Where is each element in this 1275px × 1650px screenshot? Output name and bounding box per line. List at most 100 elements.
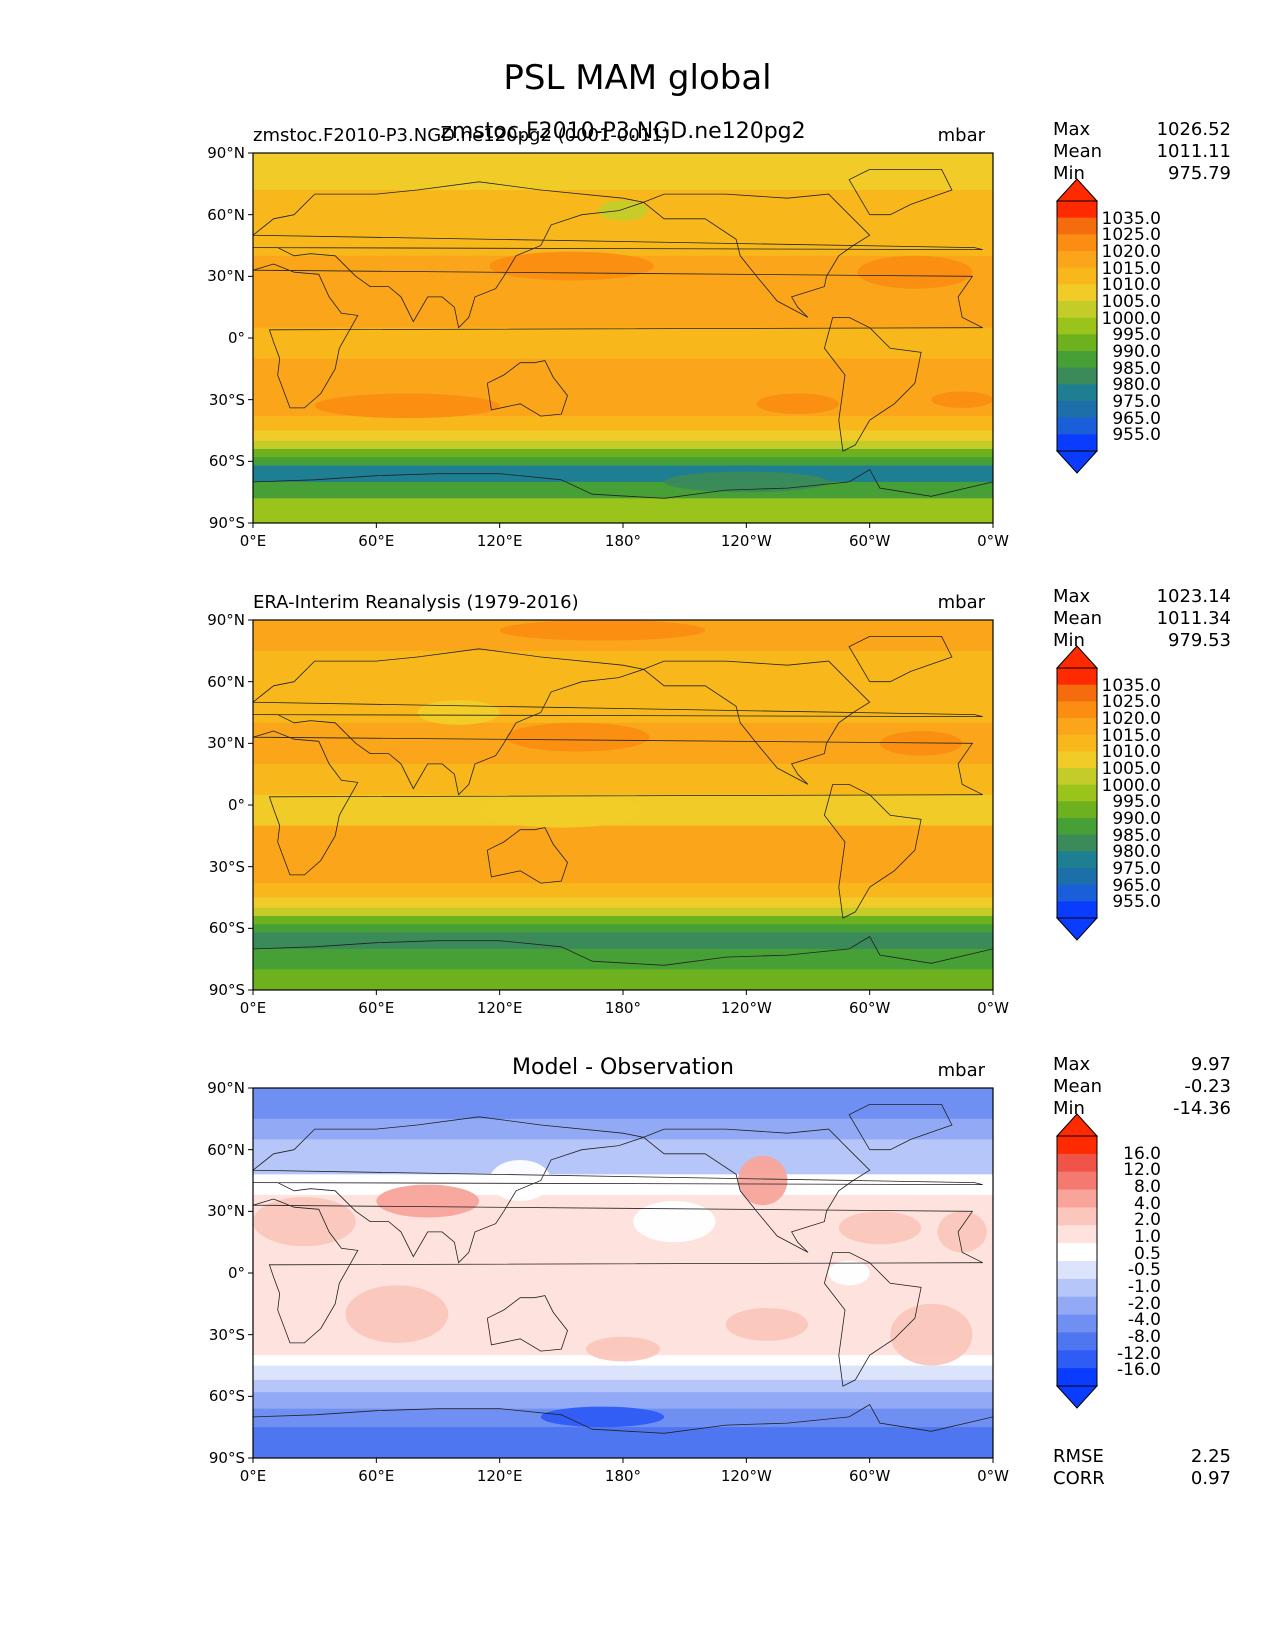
band-obs-8 bbox=[253, 883, 993, 898]
band-model-12 bbox=[253, 457, 993, 466]
colorbar-swatch-model-11 bbox=[1057, 384, 1097, 402]
coastline-diff-0 bbox=[253, 1198, 983, 1344]
colorbar-swatch-model-0 bbox=[1057, 201, 1097, 219]
colorbar-swatch-diff-0 bbox=[1057, 1136, 1097, 1155]
xtick-diff-1: 60°E bbox=[358, 1467, 395, 1485]
band-obs-9 bbox=[253, 897, 993, 909]
stat-value-mean-diff: -0.23 bbox=[1184, 1076, 1231, 1097]
blob-diff-10 bbox=[633, 1201, 716, 1243]
blob-diff-3 bbox=[838, 1211, 922, 1245]
xtick-diff-2: 120°E bbox=[476, 1467, 523, 1485]
colorbar-swatch-model-6 bbox=[1057, 301, 1097, 319]
figure-title: PSL MAM global bbox=[503, 58, 772, 98]
colorbar-label-obs-5: 1005.0 bbox=[1101, 759, 1161, 779]
colorbar-swatch-obs-6 bbox=[1057, 768, 1097, 786]
band-model-0 bbox=[253, 153, 993, 191]
xtick-obs-1: 60°E bbox=[358, 999, 395, 1017]
colorbar-swatch-obs-10 bbox=[1057, 834, 1097, 852]
coastline-diff-1 bbox=[253, 1116, 983, 1264]
colorbar-extend-top-diff bbox=[1055, 1113, 1099, 1137]
band-obs-6 bbox=[253, 825, 993, 851]
coastline-obs-0 bbox=[253, 730, 983, 876]
map-diff bbox=[248, 1087, 994, 1463]
band-diff-9 bbox=[253, 1392, 993, 1410]
coastline-obs-3 bbox=[823, 784, 922, 919]
units-diff: mbar bbox=[937, 1060, 985, 1081]
band-model-11 bbox=[253, 449, 993, 458]
blob-obs-2 bbox=[499, 620, 706, 641]
ytick-obs-1: 60°N bbox=[207, 672, 245, 691]
colorbar-label-obs-0: 1035.0 bbox=[1101, 675, 1161, 696]
colorbar-swatch-diff-9 bbox=[1057, 1296, 1097, 1315]
xtick-model-5: 60°W bbox=[848, 532, 891, 550]
band-diff-0 bbox=[253, 1088, 993, 1120]
colorbar-label-model-10: 980.0 bbox=[1112, 375, 1161, 396]
colorbar-swatch-diff-3 bbox=[1057, 1189, 1097, 1208]
xtick-diff-5: 60°W bbox=[848, 1467, 891, 1485]
colorbar-label-obs-13: 955.0 bbox=[1112, 892, 1161, 913]
colorbar-label-diff-11: -8.0 bbox=[1127, 1327, 1161, 1347]
stat-label-max-diff: Max bbox=[1053, 1054, 1091, 1075]
stat-value-corr: 0.97 bbox=[1190, 1468, 1231, 1489]
xtick-diff-0: 0°E bbox=[239, 1467, 267, 1485]
coastline-model-2 bbox=[643, 193, 871, 318]
coastline-model-1 bbox=[253, 181, 983, 329]
stat-label-mean-obs: Mean bbox=[1053, 608, 1103, 629]
colorbar-swatch-model-8 bbox=[1057, 334, 1097, 352]
colorbar-swatch-obs-0 bbox=[1057, 668, 1097, 686]
blob-diff-2 bbox=[738, 1155, 788, 1206]
coastline-diff-4 bbox=[486, 1295, 568, 1352]
colorbar-label-diff-9: -2.0 bbox=[1127, 1293, 1161, 1314]
band-obs-11 bbox=[253, 916, 993, 925]
blob-obs-0 bbox=[505, 722, 650, 752]
blob-obs-4 bbox=[479, 794, 644, 828]
xtick-obs-4: 120°W bbox=[720, 999, 772, 1017]
colorbar-label-model-1: 1025.0 bbox=[1101, 225, 1161, 246]
band-model-5 bbox=[253, 327, 993, 360]
colorbar-label-diff-0: 16.0 bbox=[1123, 1143, 1161, 1164]
colorbar-swatch-model-5 bbox=[1057, 284, 1097, 302]
blob-diff-12 bbox=[540, 1406, 665, 1428]
band-obs-12 bbox=[253, 924, 993, 933]
colorbar-label-diff-13: -16.0 bbox=[1117, 1360, 1161, 1381]
stat-value-max-model: 1026.52 bbox=[1156, 119, 1231, 140]
stat-value-mean-obs: 1011.34 bbox=[1156, 608, 1231, 629]
band-diff-2 bbox=[253, 1139, 993, 1175]
colorbar-label-obs-2: 1020.0 bbox=[1101, 709, 1161, 729]
blob-diff-6 bbox=[586, 1336, 660, 1362]
stat-value-min-diff: -14.36 bbox=[1172, 1098, 1231, 1119]
ytick-diff-0: 90°N bbox=[207, 1079, 245, 1097]
colorbar-swatch-diff-10 bbox=[1057, 1314, 1097, 1333]
colorbar-swatch-model-12 bbox=[1057, 401, 1097, 419]
band-diff-7 bbox=[253, 1365, 993, 1381]
band-model-15 bbox=[253, 498, 993, 523]
xtick-model-4: 120°W bbox=[720, 532, 772, 550]
stat-label-corr: CORR bbox=[1053, 1468, 1105, 1489]
stat-value-max-diff: 9.97 bbox=[1190, 1054, 1231, 1075]
coastline-obs-6 bbox=[253, 936, 993, 966]
xtick-obs-6: 0°W bbox=[977, 999, 1009, 1017]
coastline-diff-6 bbox=[253, 1404, 993, 1434]
band-diff-3 bbox=[253, 1174, 993, 1196]
stat-value-rmse: 2.25 bbox=[1190, 1446, 1231, 1467]
blob-model-6 bbox=[664, 471, 829, 493]
blob-obs-3 bbox=[417, 700, 500, 725]
xtick-model-6: 0°W bbox=[977, 532, 1009, 550]
colorbar-label-diff-10: -4.0 bbox=[1127, 1310, 1161, 1331]
colorbar-swatch-obs-7 bbox=[1057, 784, 1097, 802]
ytick-model-6: 90°S bbox=[208, 514, 245, 532]
colorbar-swatch-obs-1 bbox=[1057, 684, 1097, 702]
blob-diff-4 bbox=[937, 1211, 987, 1253]
colorbar-swatch-diff-12 bbox=[1057, 1350, 1097, 1369]
colorbar-extend-top-model bbox=[1055, 178, 1099, 202]
blob-model-1 bbox=[857, 255, 973, 289]
ytick-model-1: 60°N bbox=[207, 205, 245, 224]
xtick-model-0: 0°E bbox=[239, 532, 267, 550]
colorbar-label-diff-12: -12.0 bbox=[1117, 1343, 1161, 1364]
blob-diff-0 bbox=[253, 1196, 356, 1247]
stat-label-mean-diff: Mean bbox=[1053, 1076, 1103, 1097]
xtick-obs-5: 60°W bbox=[848, 999, 891, 1017]
stat-label-max-model: Max bbox=[1053, 119, 1091, 140]
colorbar-extend-bottom-diff bbox=[1055, 1385, 1099, 1409]
xtick-obs-0: 0°E bbox=[239, 999, 267, 1017]
